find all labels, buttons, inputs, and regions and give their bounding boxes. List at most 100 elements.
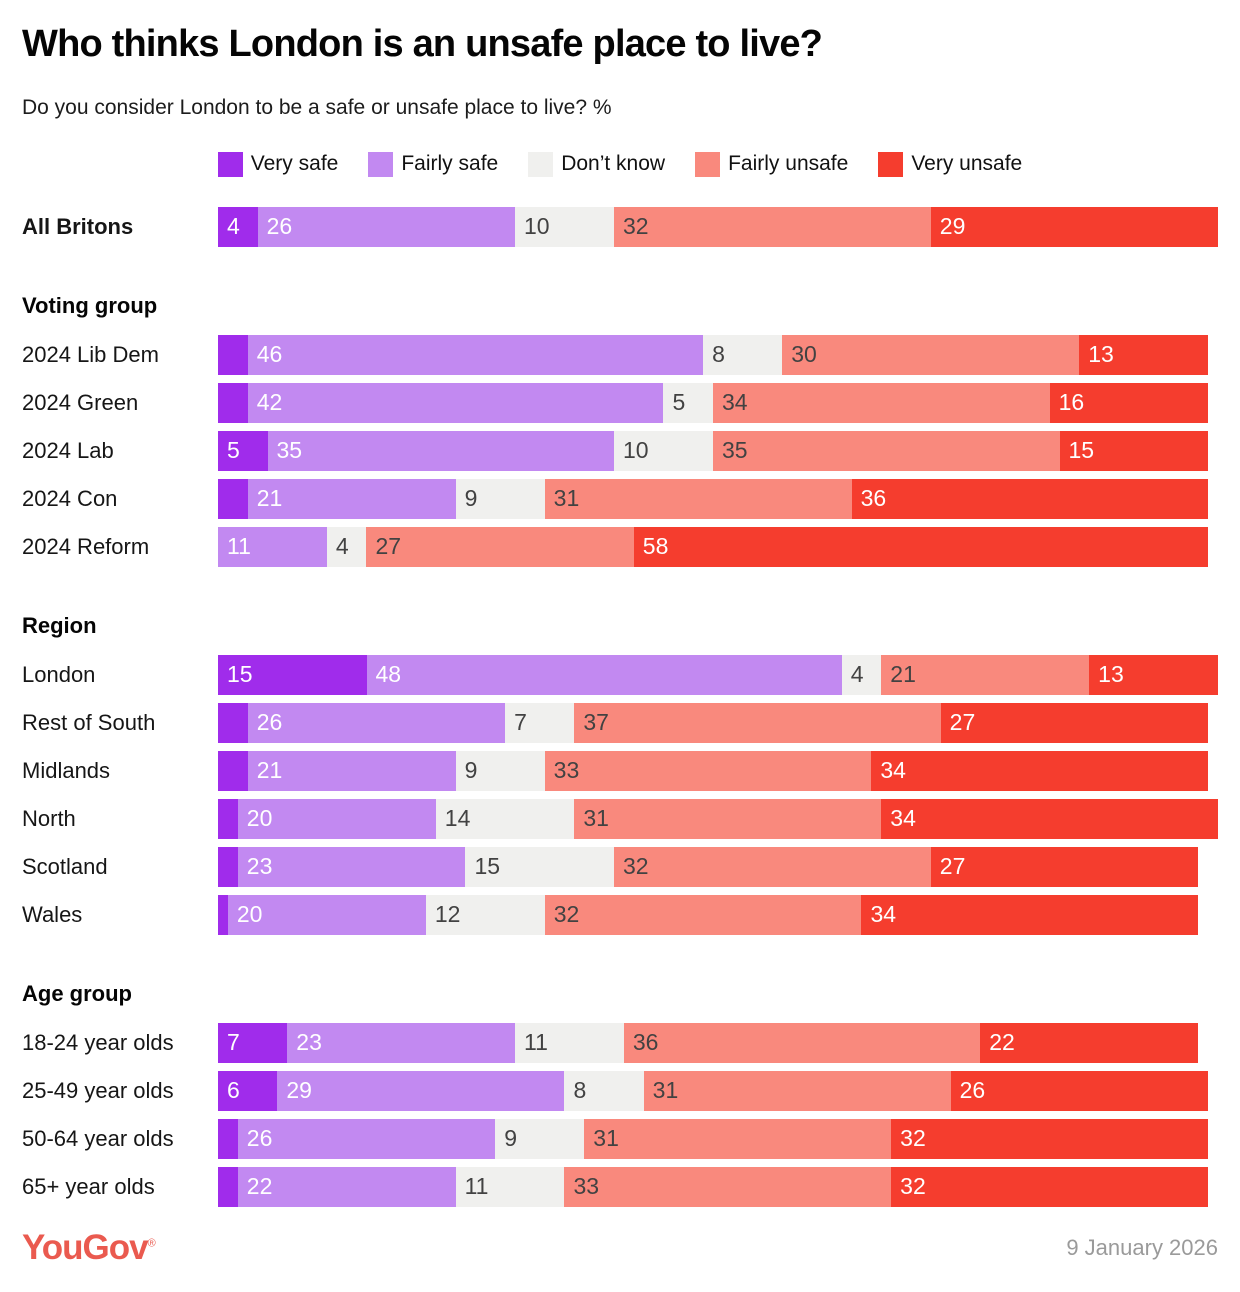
segment-fairly-safe: 26 <box>247 702 506 743</box>
segment-very-safe: 5 <box>218 430 268 471</box>
stacked-bar: 6 29 8 31 26 <box>218 1070 1208 1111</box>
segment-value: 9 <box>504 1125 517 1152</box>
legend-item-very-safe: Very safe <box>217 151 338 177</box>
row-label: 25-49 year olds <box>22 1077 174 1103</box>
segment-don-t-know: 4 <box>326 526 367 567</box>
segment-value: 14 <box>444 805 471 832</box>
bar-row-north: North 20 14 31 34 <box>22 798 1218 839</box>
segment-value: 23 <box>246 853 273 880</box>
segment-fairly-safe: 21 <box>247 478 456 519</box>
bar-row-2024-lib-dem: 2024 Lib Dem 46 8 30 13 <box>22 334 1218 375</box>
segment-value: 9 <box>464 757 478 784</box>
legend-label: Fairly unsafe <box>728 152 849 176</box>
segment-don-t-know: 5 <box>663 382 713 423</box>
legend: Very safe Fairly safe Don’t know Fairly uns… <box>0 151 1240 177</box>
segment-value: 20 <box>236 901 263 928</box>
stacked-bar: 15 48 4 21 13 <box>218 654 1218 695</box>
segment-value: 32 <box>900 1125 926 1152</box>
segment-fairly-unsafe: 33 <box>564 1166 892 1207</box>
segment-fairly-unsafe: 36 <box>623 1022 981 1063</box>
bar-row-65-year-olds: 65+ year olds 22 11 33 32 <box>22 1166 1218 1207</box>
stacked-bar: 21 9 31 36 <box>218 478 1208 519</box>
segment-value: 36 <box>632 1029 659 1056</box>
legend-label: Don’t know <box>561 152 666 176</box>
segment-very-unsafe: 26 <box>950 1070 1208 1111</box>
row-label: Rest of South <box>22 709 156 735</box>
segment-value: 27 <box>949 709 976 736</box>
stacked-bar: 5 35 10 35 15 <box>218 430 1208 471</box>
segment-very-unsafe: 34 <box>881 798 1218 839</box>
row-label: 18-24 year olds <box>22 1029 174 1055</box>
segment-value: 31 <box>553 485 580 512</box>
segment-value: 8 <box>712 341 725 368</box>
group-heading: Voting group <box>22 292 158 318</box>
segment-fairly-unsafe: 30 <box>782 334 1080 375</box>
row-label: Midlands <box>22 757 111 783</box>
segment-value: 21 <box>256 485 283 512</box>
chart-subtitle: Do you consider London to be a safe or u… <box>22 95 612 119</box>
segment-very-unsafe: 34 <box>861 894 1199 935</box>
segment-fairly-safe: 46 <box>247 334 704 375</box>
segment-very-safe <box>218 750 248 791</box>
segment-very-unsafe: 27 <box>930 846 1199 887</box>
segment-value: 32 <box>622 213 649 240</box>
stacked-bar: 20 14 31 34 <box>218 798 1218 839</box>
segment-very-unsafe: 22 <box>980 1022 1199 1063</box>
legend-swatch-icon <box>217 151 243 177</box>
group-heading: Age group <box>22 980 132 1006</box>
segment-fairly-safe: 23 <box>287 1022 515 1063</box>
segment-very-safe: 4 <box>218 206 258 247</box>
segment-don-t-know: 15 <box>465 846 614 887</box>
segment-don-t-know: 11 <box>514 1022 624 1063</box>
legend-swatch-icon <box>528 151 554 177</box>
stacked-bar: 7 23 11 36 22 <box>218 1022 1199 1063</box>
stacked-bar: 21 9 33 34 <box>218 750 1208 791</box>
bar-row-2024-green: 2024 Green 42 5 34 16 <box>22 382 1218 423</box>
row-label: 2024 Green <box>22 389 139 415</box>
segment-value: 34 <box>880 757 906 784</box>
segment-value: 32 <box>900 1173 926 1200</box>
segment-fairly-safe: 35 <box>267 430 614 471</box>
segment-value: 36 <box>860 485 887 512</box>
bar-row-scotland: Scotland 23 15 32 27 <box>22 846 1218 887</box>
segment-fairly-unsafe: 37 <box>574 702 941 743</box>
segment-don-t-know: 9 <box>455 478 545 519</box>
row-label: 2024 Lib Dem <box>22 341 159 367</box>
segment-don-t-know: 11 <box>455 1166 565 1207</box>
segment-very-unsafe: 36 <box>851 478 1208 519</box>
segment-don-t-know: 14 <box>435 798 575 839</box>
segment-value: 16 <box>1058 389 1085 416</box>
stacked-bar: 22 11 33 32 <box>218 1166 1208 1207</box>
segment-value: 26 <box>266 213 293 240</box>
group-voting-group: Voting group 2024 Lib Dem 46 8 30 13 2024 Gree… <box>22 293 1218 567</box>
segment-fairly-unsafe: 32 <box>613 206 931 247</box>
row-label: 2024 Con <box>22 485 118 511</box>
stacked-bar: 4 26 10 32 29 <box>218 206 1218 247</box>
segment-value: 34 <box>870 901 897 928</box>
bar-row-2024-con: 2024 Con 21 9 31 36 <box>22 478 1218 519</box>
segment-don-t-know: 8 <box>564 1070 644 1111</box>
segment-fairly-safe: 23 <box>237 846 466 887</box>
segment-value: 22 <box>989 1029 1015 1056</box>
segment-value: 34 <box>890 805 916 832</box>
yougov-logo-text: YouGov <box>22 1228 149 1267</box>
segment-fairly-unsafe: 21 <box>881 654 1090 695</box>
segment-very-unsafe: 16 <box>1049 382 1208 423</box>
segment-don-t-know: 10 <box>514 206 614 247</box>
segment-fairly-safe: 26 <box>257 206 515 247</box>
stacked-bar: 26 7 37 27 <box>218 702 1208 743</box>
segment-fairly-safe: 20 <box>237 798 436 839</box>
segment-fairly-unsafe: 32 <box>544 894 862 935</box>
segment-value: 5 <box>227 437 240 464</box>
segment-value: 58 <box>642 533 669 560</box>
legend-label: Very unsafe <box>911 152 1023 176</box>
segment-very-safe <box>218 1118 238 1159</box>
stacked-bar: 11 4 27 58 <box>218 526 1208 567</box>
segment-very-safe: 15 <box>218 654 367 695</box>
segment-fairly-safe: 26 <box>237 1118 496 1159</box>
legend-item-very-unsafe: Very unsafe <box>878 151 1023 177</box>
segment-fairly-unsafe: 33 <box>544 750 872 791</box>
segment-value: 12 <box>434 901 461 928</box>
segment-don-t-know: 9 <box>495 1118 585 1159</box>
bar-row-midlands: Midlands 21 9 33 34 <box>22 750 1218 791</box>
